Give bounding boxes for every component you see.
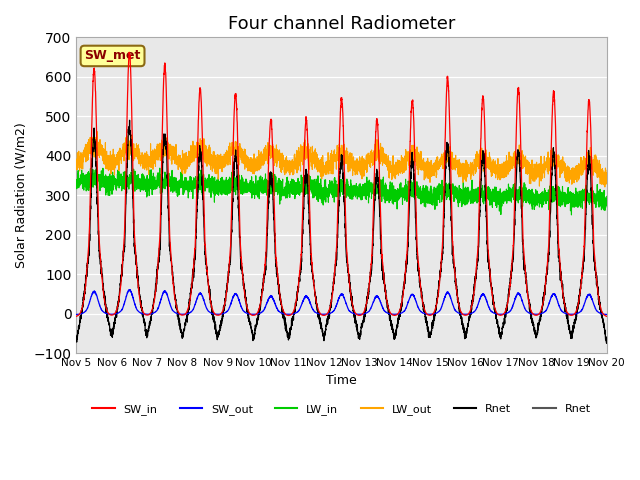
Rnet	[490, 307, 498, 313]
LW_in	[460, 193, 468, 199]
SW_out	[72, 312, 80, 317]
LW_in	[603, 193, 611, 199]
Legend: SW_in, SW_out, LW_in, LW_out, Rnet, Rnet: SW_in, SW_out, LW_in, LW_out, Rnet, Rnet	[88, 400, 595, 420]
Line: Rnet: Rnet	[76, 120, 607, 343]
Text: SW_met: SW_met	[84, 49, 141, 62]
LW_out	[168, 161, 175, 167]
Line: SW_out: SW_out	[76, 290, 607, 314]
Line: LW_out: LW_out	[76, 132, 607, 187]
Rnet	[168, 263, 175, 269]
LW_in	[156, 165, 164, 171]
Title: Four channel Radiometer: Four channel Radiometer	[228, 15, 455, 33]
Rnet	[603, 339, 611, 345]
SW_in	[602, 313, 610, 319]
SW_out	[602, 312, 610, 317]
Y-axis label: Solar Radiation (W/m2): Solar Radiation (W/m2)	[15, 122, 28, 268]
SW_in	[460, 312, 468, 318]
X-axis label: Time: Time	[326, 373, 357, 386]
LW_in	[602, 203, 610, 209]
LW_out	[322, 159, 330, 165]
SW_out	[168, 306, 175, 312]
LW_out	[460, 162, 468, 168]
LW_in	[72, 183, 80, 189]
SW_in	[125, 49, 133, 55]
SW_in	[490, 304, 498, 310]
SW_in	[431, 307, 439, 313]
Line: LW_in: LW_in	[76, 168, 607, 215]
LW_out	[602, 177, 610, 183]
SW_out	[431, 311, 439, 317]
SW_out	[322, 312, 330, 317]
Rnet	[602, 334, 610, 340]
Rnet	[603, 340, 611, 346]
Rnet	[460, 329, 468, 335]
LW_out	[431, 165, 439, 171]
LW_out	[601, 184, 609, 190]
SW_out	[460, 312, 468, 317]
SW_in	[603, 313, 611, 319]
Rnet	[322, 326, 330, 332]
Line: SW_in: SW_in	[76, 52, 607, 316]
SW_in	[168, 264, 175, 270]
LW_in	[322, 192, 330, 197]
Rnet	[125, 118, 133, 123]
SW_out	[490, 311, 498, 316]
LW_in	[568, 212, 575, 218]
SW_in	[322, 312, 330, 318]
Rnet	[72, 337, 80, 343]
LW_out	[93, 129, 101, 134]
Rnet	[431, 312, 439, 318]
SW_out	[126, 287, 134, 293]
SW_in	[72, 313, 80, 319]
LW_in	[431, 206, 439, 212]
SW_out	[603, 312, 611, 317]
LW_in	[490, 196, 498, 202]
LW_out	[490, 170, 498, 176]
LW_out	[603, 174, 611, 180]
LW_out	[72, 157, 80, 163]
LW_in	[168, 182, 175, 188]
